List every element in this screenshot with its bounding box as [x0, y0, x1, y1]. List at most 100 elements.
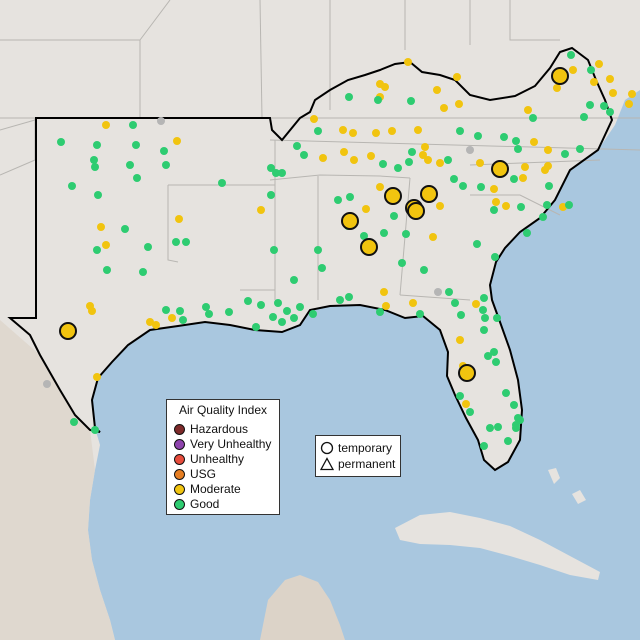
monitor-marker — [278, 318, 286, 326]
monitor-marker — [524, 106, 532, 114]
monitor-marker — [450, 175, 458, 183]
triangle-icon — [320, 457, 334, 471]
monitor-marker — [252, 323, 260, 331]
monitor-marker — [179, 316, 187, 324]
monitor-marker — [510, 175, 518, 183]
monitor-marker — [144, 243, 152, 251]
monitor-marker — [267, 164, 275, 172]
monitor-marker — [545, 182, 553, 190]
monitor-marker — [514, 145, 522, 153]
monitor-marker — [480, 294, 488, 302]
monitor-marker — [345, 93, 353, 101]
temporary-monitor-marker — [420, 185, 438, 203]
monitor-marker — [504, 437, 512, 445]
bahamas — [548, 468, 586, 504]
monitor-marker — [94, 191, 102, 199]
monitor-marker — [421, 143, 429, 151]
monitor-marker — [473, 240, 481, 248]
monitor-marker — [162, 161, 170, 169]
monitor-marker — [318, 264, 326, 272]
monitor-marker — [476, 159, 484, 167]
monitor-marker — [360, 232, 368, 240]
monitor-marker — [126, 161, 134, 169]
legend-item-very-unhealthy: Very Unhealthy — [174, 437, 271, 451]
temporary-monitor-marker — [59, 322, 77, 340]
monitor-marker — [168, 314, 176, 322]
circle-icon — [320, 441, 334, 455]
monitor-marker — [517, 203, 525, 211]
monitor-marker — [445, 288, 453, 296]
monitor-marker — [600, 102, 608, 110]
region-outline — [7, 46, 614, 472]
monitor-marker — [414, 126, 422, 134]
temporary-monitor-marker — [341, 212, 359, 230]
monitor-marker — [380, 288, 388, 296]
monitor-marker — [257, 206, 265, 214]
legend-item-moderate: Moderate — [174, 482, 241, 496]
monitor-marker — [519, 174, 527, 182]
monitor-marker — [609, 89, 617, 97]
monitor-marker — [490, 348, 498, 356]
monitor-marker — [173, 137, 181, 145]
monitor-marker — [479, 306, 487, 314]
legend-label-good: Good — [190, 497, 220, 511]
monitor-marker — [553, 84, 561, 92]
monitor-marker — [309, 310, 317, 318]
monitor-marker — [456, 127, 464, 135]
legend-label-very-unhealthy: Very Unhealthy — [190, 437, 272, 451]
monitor-marker — [91, 163, 99, 171]
legend-label-usg: USG — [190, 467, 217, 481]
aqi-legend: Air Quality Index Hazardous Very Unhealt… — [166, 399, 280, 515]
monitor-marker — [477, 183, 485, 191]
monitor-marker — [590, 78, 598, 86]
monitor-marker — [70, 418, 78, 426]
monitor-marker — [457, 311, 465, 319]
monitor-marker — [561, 150, 569, 158]
monitor-marker — [502, 389, 510, 397]
monitor-marker — [544, 146, 552, 154]
monitor-marker — [132, 141, 140, 149]
monitor-marker — [407, 97, 415, 105]
monitor-marker — [480, 326, 488, 334]
monitor-marker — [523, 229, 531, 237]
monitor-marker — [345, 293, 353, 301]
monitor-marker — [102, 121, 110, 129]
monitor-marker — [340, 148, 348, 156]
monitor-marker — [121, 225, 129, 233]
monitor-marker — [157, 117, 165, 125]
monitor-marker — [543, 201, 551, 209]
monitor-marker — [456, 392, 464, 400]
monitor-marker — [424, 156, 432, 164]
monitor-marker — [381, 83, 389, 91]
monitor-marker — [420, 266, 428, 274]
monitor-marker — [595, 60, 603, 68]
monitor-marker — [434, 288, 442, 296]
monitor-marker — [182, 238, 190, 246]
monitor-marker — [494, 423, 502, 431]
monitor-marker — [88, 307, 96, 315]
cuba — [395, 512, 600, 580]
monitor-marker — [93, 373, 101, 381]
monitor-marker — [57, 138, 65, 146]
monitor-marker — [388, 127, 396, 135]
monitor-marker — [486, 424, 494, 432]
monitor-marker — [90, 156, 98, 164]
legend-item-permanent: permanent — [320, 456, 395, 472]
monitor-marker — [319, 154, 327, 162]
monitor-marker — [272, 169, 280, 177]
monitor-marker — [293, 142, 301, 150]
monitor-marker — [565, 201, 573, 209]
monitor-marker — [436, 202, 444, 210]
monitor-marker — [466, 408, 474, 416]
monitor-marker — [606, 75, 614, 83]
monitor-marker — [139, 268, 147, 276]
monitor-marker — [176, 307, 184, 315]
legend-label-temporary: temporary — [338, 441, 393, 455]
monitor-marker — [367, 152, 375, 160]
monitor-marker — [290, 314, 298, 322]
monitor-marker — [68, 182, 76, 190]
monitor-marker — [93, 141, 101, 149]
monitor-marker — [362, 205, 370, 213]
legend-item-usg: USG — [174, 467, 216, 481]
